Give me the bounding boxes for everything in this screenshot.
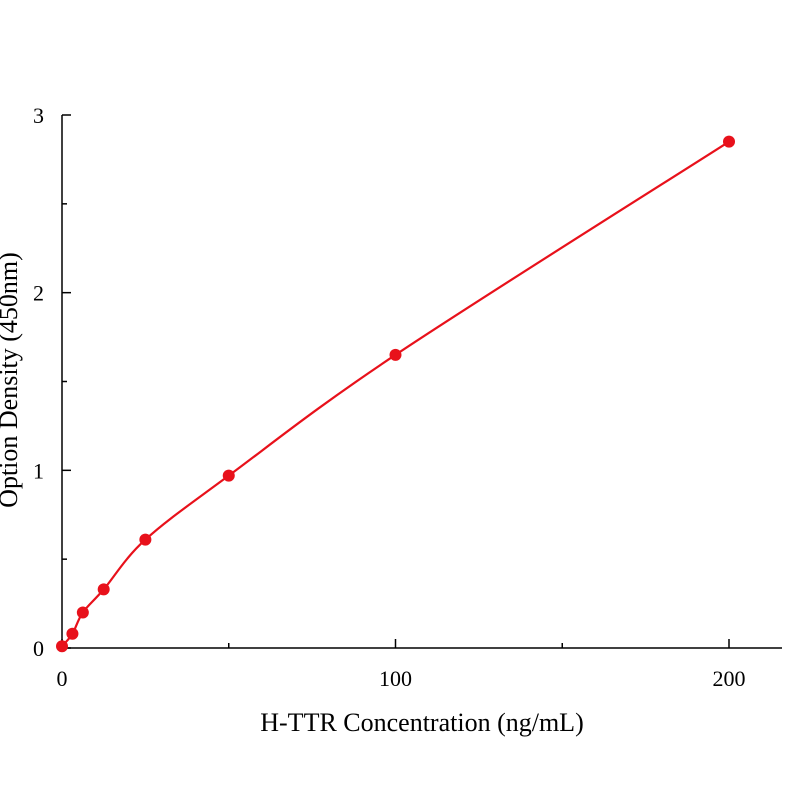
data-point xyxy=(56,640,68,653)
data-point xyxy=(76,606,89,619)
x-tick-label: 0 xyxy=(57,666,68,691)
data-point xyxy=(139,533,152,546)
y-axis-title: Option Density (450nm) xyxy=(0,252,23,508)
fit-curve xyxy=(61,140,730,647)
data-point xyxy=(66,627,79,640)
y-tick-label: 3 xyxy=(33,103,44,128)
data-point xyxy=(723,135,735,148)
y-tick-label: 2 xyxy=(33,281,44,306)
x-tick-label: 200 xyxy=(713,666,746,691)
y-tick-label: 1 xyxy=(33,458,44,483)
x-axis-title: H-TTR Concentration (ng/mL) xyxy=(260,708,583,737)
tick-labels: 0 100 200 0 1 2 3 xyxy=(33,103,746,691)
series-layer xyxy=(56,135,735,653)
x-tick-label: 100 xyxy=(379,666,412,691)
data-point xyxy=(389,348,402,361)
data-point xyxy=(222,469,235,482)
y-tick-label: 0 xyxy=(33,636,44,661)
data-point xyxy=(97,583,110,596)
ticks xyxy=(61,114,730,649)
axes xyxy=(61,115,782,649)
